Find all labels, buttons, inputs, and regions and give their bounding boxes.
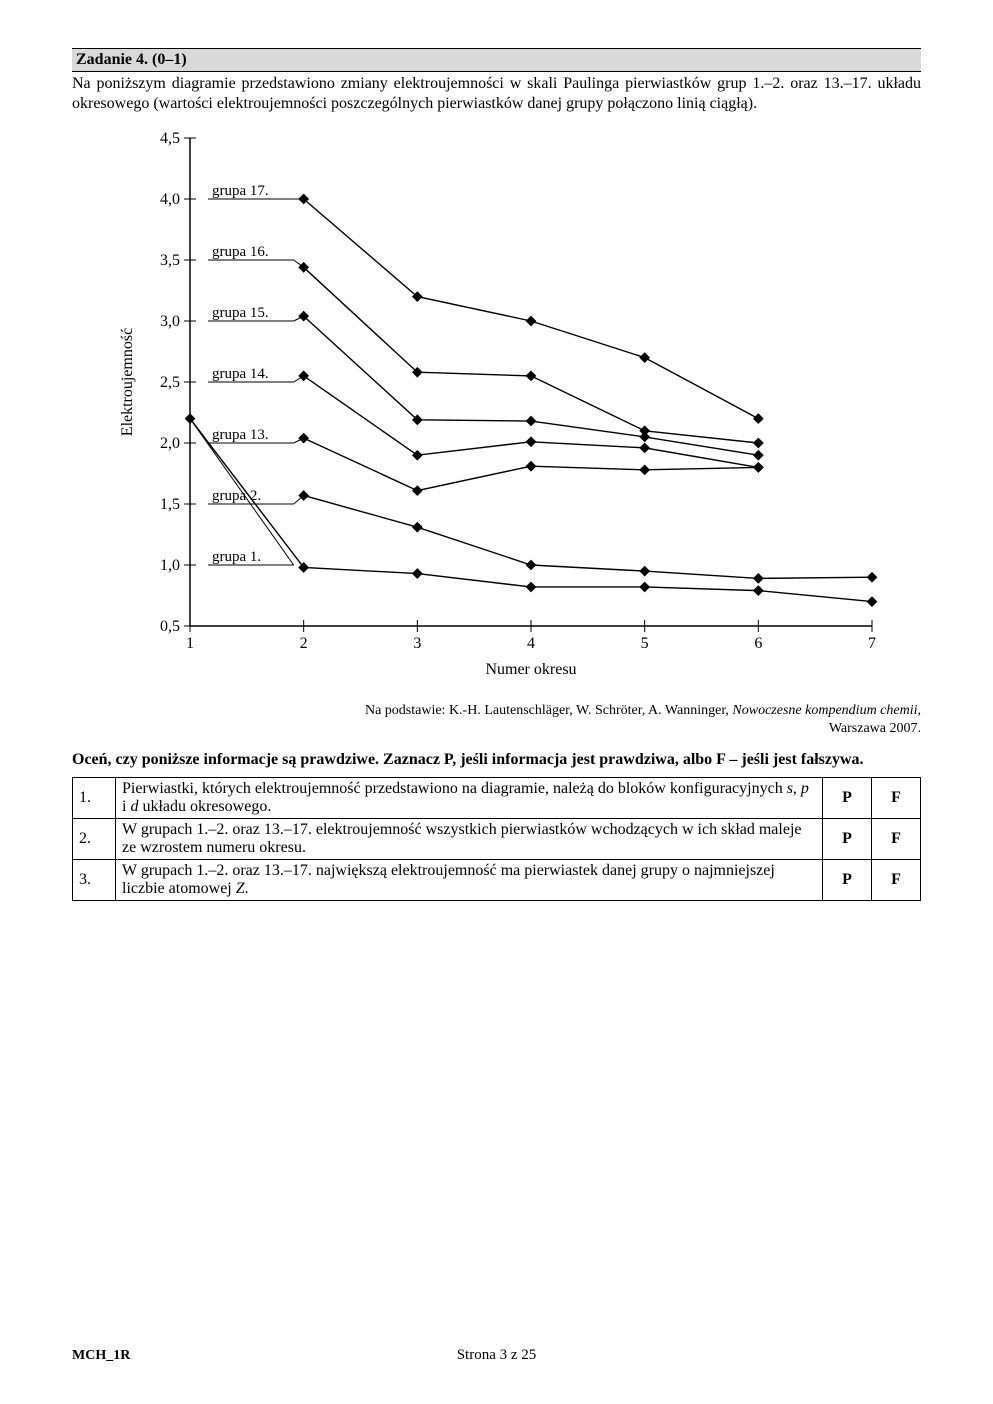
svg-text:grupa 14.: grupa 14. — [212, 366, 269, 382]
footer-code: MCH_1R — [72, 1348, 130, 1364]
electronegativity-chart: 0,5 1,0 1,5 2,0 2,5 3,0 3,5 4,0 4,5 1 2 3 4 5 6 7 Numer … — [112, 126, 921, 686]
svg-text:3: 3 — [413, 635, 421, 652]
pf-table: 1.Pierwiastki, których elektroujemność p… — [72, 777, 921, 901]
svg-text:3,0: 3,0 — [160, 313, 180, 330]
svg-text:4,5: 4,5 — [160, 130, 180, 147]
task-body: Na poniższym diagramie przedstawiono zmi… — [72, 74, 921, 114]
row-number: 1. — [73, 778, 116, 819]
cell-P[interactable]: P — [823, 778, 872, 819]
svg-text:1,5: 1,5 — [160, 496, 180, 513]
citation-line2: Warszawa 2007. — [829, 721, 921, 736]
cell-F[interactable]: F — [872, 778, 921, 819]
row-number: 2. — [73, 819, 116, 860]
table-row: 3.W grupach 1.–2. oraz 13.–17. największ… — [73, 860, 921, 901]
instruction: Oceń, czy poniższe informacje są prawdzi… — [72, 751, 921, 769]
svg-text:grupa 13.: grupa 13. — [212, 427, 269, 443]
svg-text:6: 6 — [754, 635, 762, 652]
svg-text:5: 5 — [641, 635, 649, 652]
svg-text:1: 1 — [186, 635, 194, 652]
cell-P[interactable]: P — [823, 819, 872, 860]
svg-text:Numer okresu: Numer okresu — [485, 661, 576, 678]
svg-text:grupa 17.: grupa 17. — [212, 183, 269, 199]
svg-text:grupa 16.: grupa 16. — [212, 244, 269, 260]
svg-text:4,0: 4,0 — [160, 191, 180, 208]
row-number: 3. — [73, 860, 116, 901]
svg-text:grupa 15.: grupa 15. — [212, 305, 269, 321]
svg-text:3,5: 3,5 — [160, 252, 180, 269]
cell-F[interactable]: F — [872, 860, 921, 901]
cell-P[interactable]: P — [823, 860, 872, 901]
citation: Na podstawie: K.-H. Lautenschläger, W. S… — [72, 702, 921, 737]
table-row: 2.W grupach 1.–2. oraz 13.–17. elektrouj… — [73, 819, 921, 860]
svg-text:Elektroujemność: Elektroujemność — [119, 328, 136, 436]
svg-text:2,0: 2,0 — [160, 435, 180, 452]
svg-text:4: 4 — [527, 635, 535, 652]
svg-text:7: 7 — [868, 635, 876, 652]
citation-pre: Na podstawie: K.-H. Lautenschläger, W. S… — [365, 703, 732, 718]
row-text: W grupach 1.–2. oraz 13.–17. największą … — [116, 860, 823, 901]
svg-text:2,5: 2,5 — [160, 374, 180, 391]
task-header: Zadanie 4. (0–1) — [72, 48, 921, 72]
svg-text:2: 2 — [300, 635, 308, 652]
page-footer: Strona 3 z 25 — [0, 1347, 993, 1364]
row-text: W grupach 1.–2. oraz 13.–17. elektroujem… — [116, 819, 823, 860]
row-text: Pierwiastki, których elektroujemność prz… — [116, 778, 823, 819]
svg-text:grupa 1.: grupa 1. — [212, 549, 261, 565]
svg-text:1,0: 1,0 — [160, 557, 180, 574]
table-row: 1.Pierwiastki, których elektroujemność p… — [73, 778, 921, 819]
svg-text:0,5: 0,5 — [160, 618, 180, 635]
citation-ital: Nowoczesne kompendium chemii, — [732, 703, 921, 718]
cell-F[interactable]: F — [872, 819, 921, 860]
